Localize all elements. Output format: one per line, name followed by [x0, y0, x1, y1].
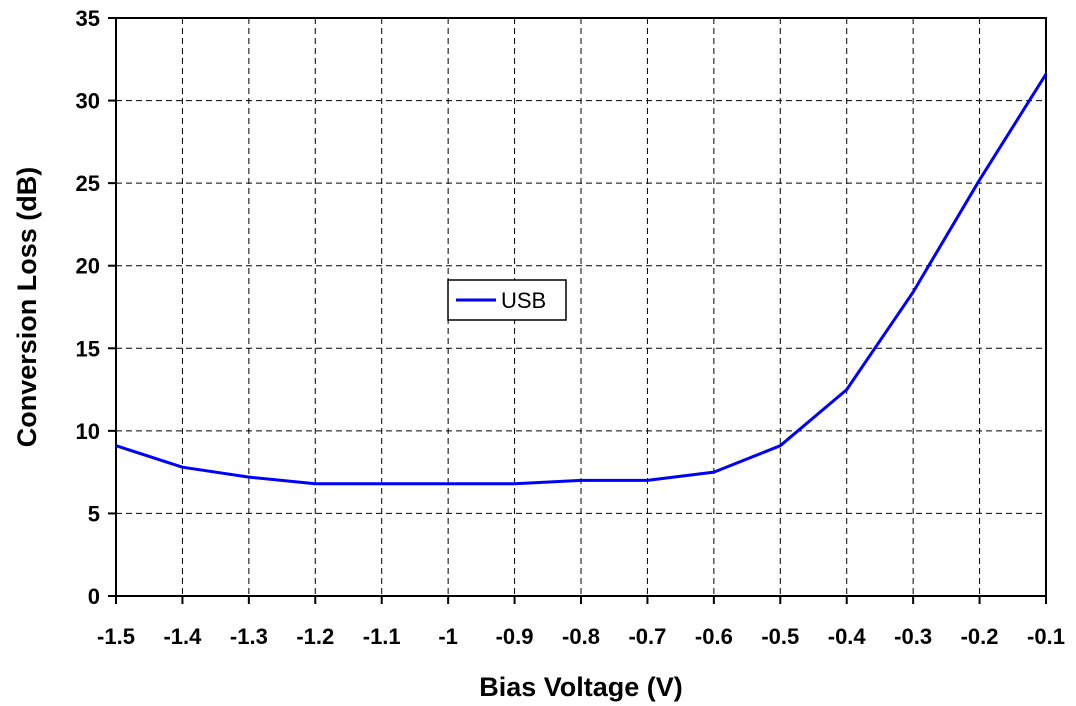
- x-tick-label: -0.4: [828, 624, 867, 649]
- y-tick-label: 0: [88, 584, 100, 609]
- x-tick-label: -1.3: [230, 624, 268, 649]
- y-tick-label: 15: [76, 336, 100, 361]
- x-tick-label: -1.4: [163, 624, 202, 649]
- gridlines: [116, 18, 1046, 596]
- x-tick-label: -0.5: [761, 624, 799, 649]
- x-axis-title: Bias Voltage (V): [479, 672, 683, 702]
- series-layer: [115, 73, 1048, 486]
- y-tick-label: 30: [76, 89, 100, 114]
- y-tick-label: 25: [76, 171, 100, 196]
- x-tick-label: -1.5: [97, 624, 135, 649]
- x-tick-label: -0.1: [1027, 624, 1065, 649]
- legend-label-usb: USB: [501, 288, 546, 313]
- x-tick-label: -0.2: [961, 624, 999, 649]
- x-tick-label: -0.3: [894, 624, 932, 649]
- y-tick-label: 35: [76, 6, 100, 31]
- x-tick-label: -1: [438, 624, 458, 649]
- y-tick-label: 10: [76, 419, 100, 444]
- series-line-usb: [115, 73, 1048, 486]
- x-tick-label: -1.2: [296, 624, 334, 649]
- x-tick-label: -1.1: [363, 624, 401, 649]
- axis-ticks: -1.5 -1.4 -1.3 -1.2 -1.1 -1 -0.9 -0.8 -0.7 -0.6 -0…: [76, 6, 1065, 649]
- x-tick-label: -0.6: [695, 624, 733, 649]
- y-tick-label: 5: [88, 501, 100, 526]
- y-tick-label: 20: [76, 254, 100, 279]
- y-axis-title: Conversion Loss (dB): [12, 167, 42, 448]
- x-tick-label: -0.7: [628, 624, 666, 649]
- legend: USB: [447, 279, 567, 321]
- x-tick-label: -0.8: [562, 624, 600, 649]
- x-tick-label: -0.9: [496, 624, 534, 649]
